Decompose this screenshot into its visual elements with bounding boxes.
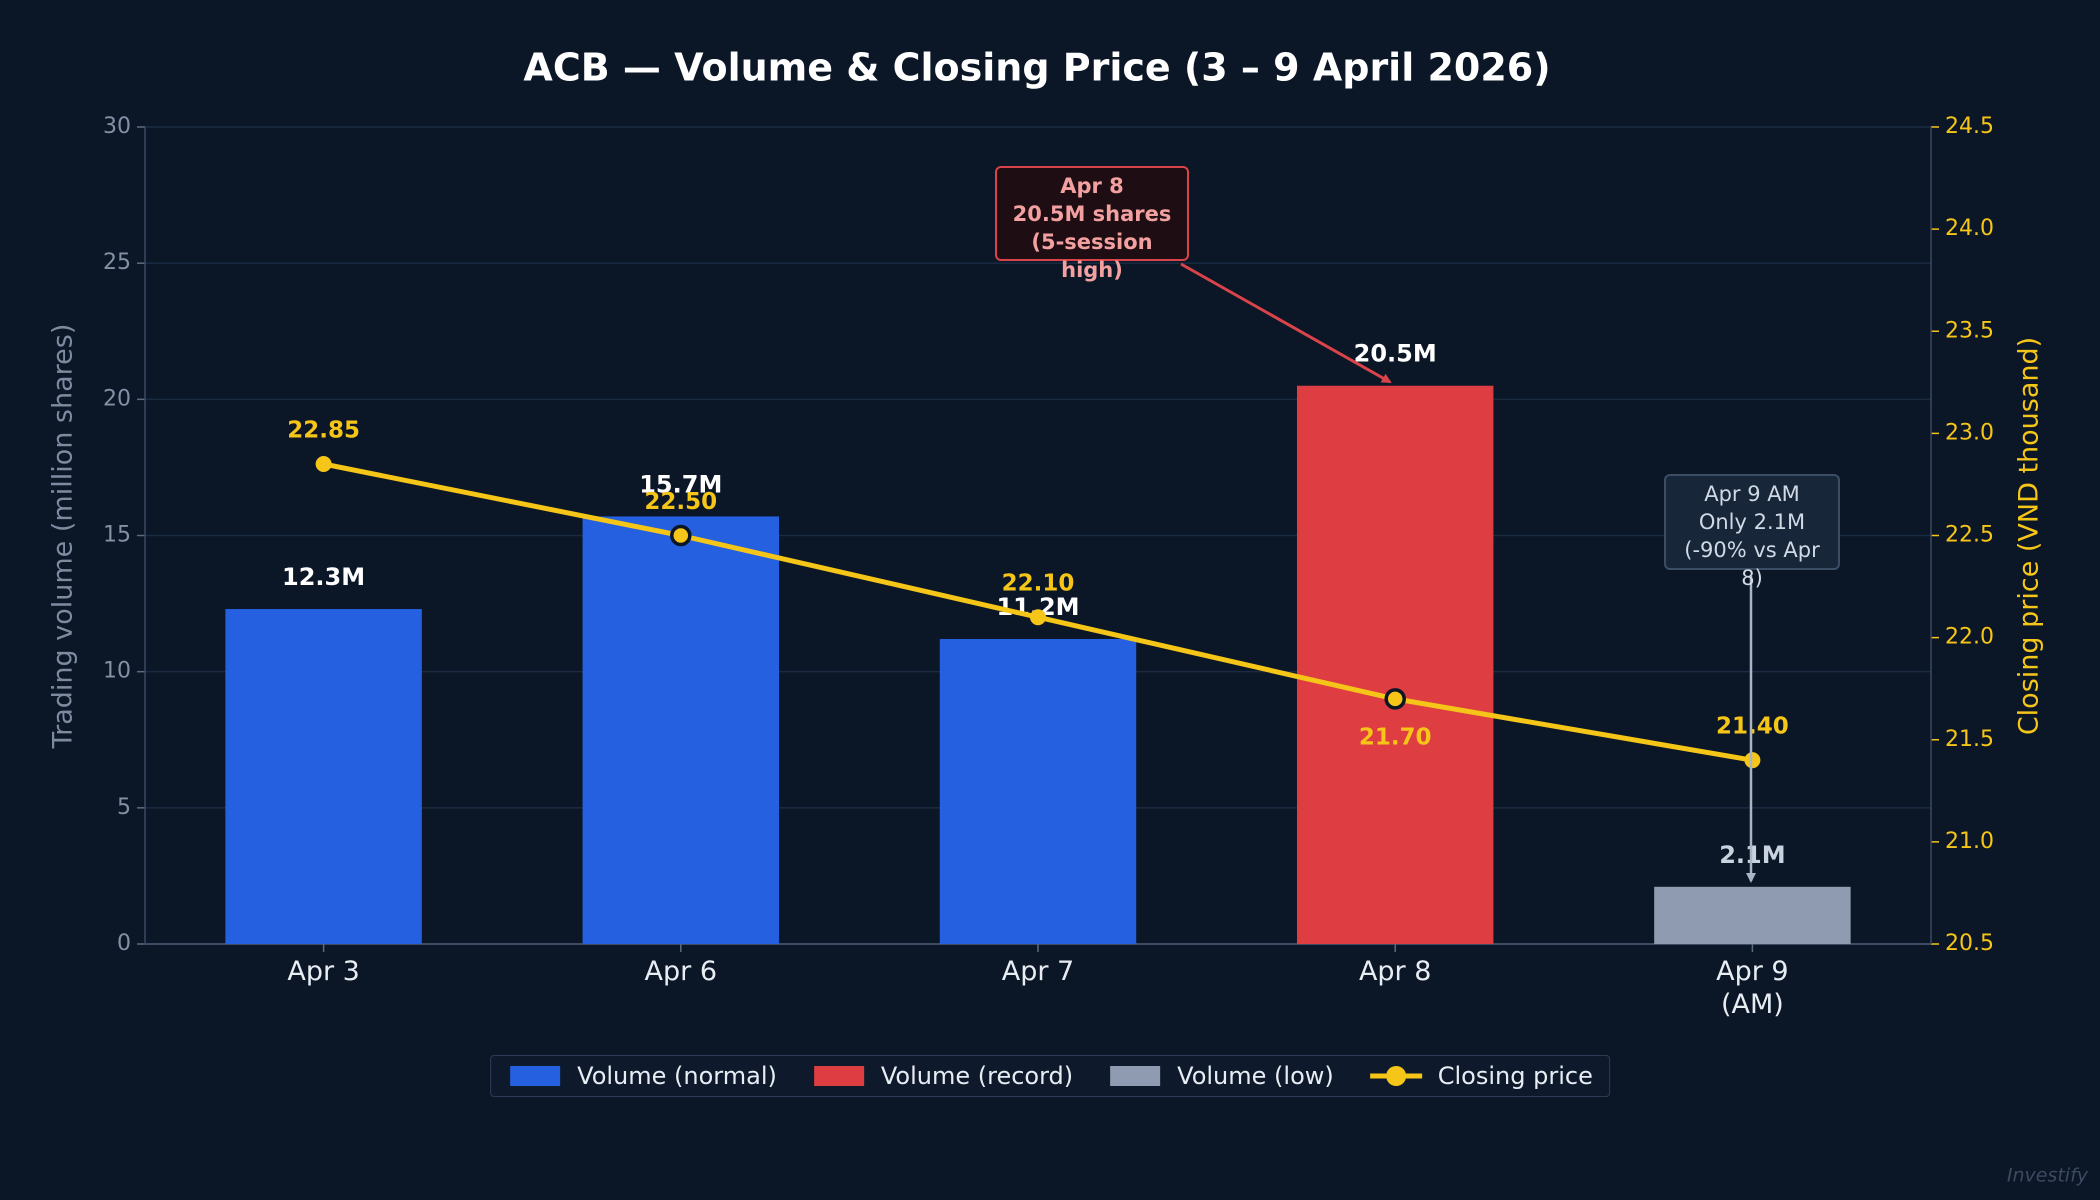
y-tick-label: 15 xyxy=(103,523,131,548)
price-label: 21.70 xyxy=(1359,724,1432,750)
legend-swatch xyxy=(813,1066,864,1086)
legend-label: Volume (low) xyxy=(1177,1062,1334,1090)
annotation-arrow xyxy=(1180,262,1392,384)
y2-tick-label: 22.5 xyxy=(1945,523,1994,548)
x-tick-label: Apr 6 xyxy=(644,956,718,987)
legend: Volume (normal) Volume (record) Volume (lo… xyxy=(490,1055,1610,1097)
value-label: 20.5M xyxy=(1354,340,1437,368)
value-label: 2.1M xyxy=(1719,841,1785,869)
price-marker xyxy=(1744,752,1761,769)
value-label: 12.3M xyxy=(282,563,365,591)
bar xyxy=(225,609,422,944)
watermark: Investify xyxy=(2007,1165,2089,1187)
y-tick-label: 20 xyxy=(103,386,131,411)
chart-title: ACB — Volume & Closing Price (3 – 9 Apri… xyxy=(523,46,1550,90)
y2-tick-label: 20.5 xyxy=(1945,931,1994,956)
legend-swatch xyxy=(1110,1066,1161,1086)
x-tick-label: Apr 3 xyxy=(287,956,360,987)
bar xyxy=(1654,886,1851,944)
legend-swatch xyxy=(510,1066,561,1086)
legend-swatch xyxy=(1369,1066,1422,1086)
price-marker xyxy=(1384,688,1406,710)
legend-box xyxy=(813,1066,864,1086)
price-label: 22.85 xyxy=(287,418,360,444)
y2-tick-label: 21.0 xyxy=(1945,829,1994,854)
y2-tick-label: 24.0 xyxy=(1945,216,1994,241)
bar xyxy=(939,638,1137,944)
price-marker xyxy=(670,524,692,547)
x-tick-label: Apr 8 xyxy=(1358,956,1432,987)
y2-tick-label: 23.5 xyxy=(1945,318,1994,343)
y2-tick-label: 21.5 xyxy=(1945,727,1994,752)
y2-tick-label: 23.0 xyxy=(1945,420,1994,445)
price-marker xyxy=(1030,609,1046,626)
y2-tick-label: 22.0 xyxy=(1945,625,1994,650)
bar xyxy=(582,516,780,944)
price-label: 22.10 xyxy=(1002,571,1075,597)
y-tick-label: 5 xyxy=(117,795,131,820)
y-tick-label: 10 xyxy=(103,659,131,684)
legend-item: Volume (record) xyxy=(811,1062,1073,1090)
y-tick-label: 30 xyxy=(103,114,131,139)
price-marker xyxy=(315,456,332,473)
legend-item: Volume (normal) xyxy=(507,1062,777,1090)
legend-label: Volume (record) xyxy=(880,1062,1074,1090)
x-tick-label: Apr 7 xyxy=(1001,956,1075,987)
y2-axis-label: Closing price (VND thousand) xyxy=(2014,337,2045,735)
legend-item: Closing price xyxy=(1368,1062,1593,1090)
legend-label: Volume (normal) xyxy=(577,1062,777,1090)
legend-label: Closing price xyxy=(1437,1062,1593,1090)
y-axis-label: Trading volume (million shares) xyxy=(48,324,79,750)
y-tick-label: 0 xyxy=(117,931,131,956)
y-tick-label: 25 xyxy=(103,250,131,275)
bar xyxy=(1296,385,1494,944)
legend-box xyxy=(1110,1066,1161,1086)
price-label: 21.40 xyxy=(1716,714,1789,740)
legend-item: Volume (low) xyxy=(1107,1062,1334,1090)
x-tick-label: Apr 9 (AM) xyxy=(1716,956,1789,1020)
legend-box xyxy=(510,1066,561,1086)
y2-tick-label: 24.5 xyxy=(1945,114,1994,139)
legend-marker xyxy=(1385,1066,1406,1086)
annotation: Apr 9 AM Only 2.1M (-90% vs Apr 8) xyxy=(1664,474,1840,590)
value-label: 15.7M xyxy=(639,470,722,498)
price-label: 22.50 xyxy=(644,489,717,515)
annotation: Apr 8 20.5M shares (5-session high) xyxy=(995,166,1189,282)
